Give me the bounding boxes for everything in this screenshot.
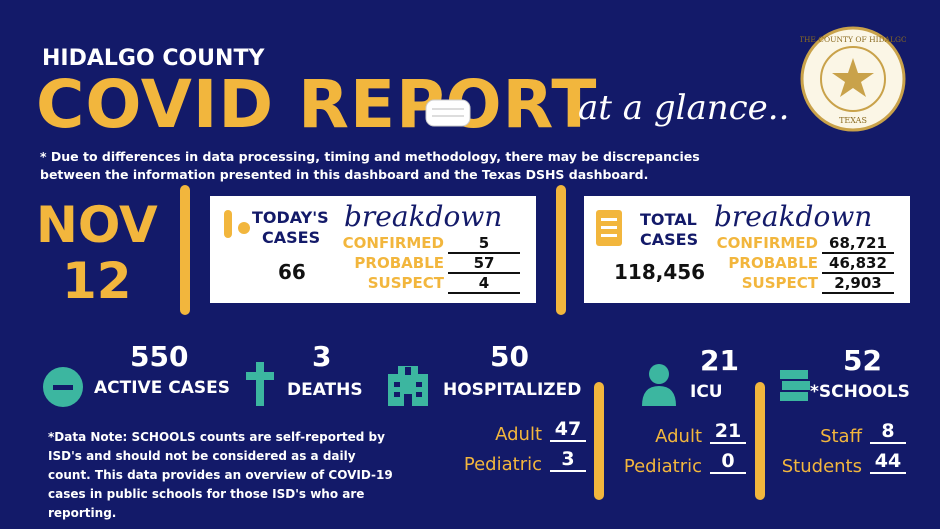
row-label: CONFIRMED (342, 234, 444, 252)
stat-label: DEATHS (287, 380, 363, 400)
total-total: 118,456 (614, 260, 706, 284)
breakdown-row: SUSPECT 4 (210, 274, 536, 295)
row-value: 5 (448, 234, 520, 254)
total-heading: breakdown (714, 200, 873, 233)
row-value: 3 (550, 448, 586, 472)
row-value: 0 (710, 450, 746, 474)
divider (556, 185, 566, 315)
row-label: SUSPECT (741, 274, 818, 292)
hospital-icon (388, 366, 428, 406)
stat-value: 550 (130, 340, 189, 373)
today-label: CASES (262, 228, 321, 247)
row-value: 44 (870, 450, 906, 474)
stat-label: ACTIVE CASES (94, 378, 230, 398)
disclaimer: * Due to differences in data processing,… (40, 149, 700, 182)
icu-breakdown: Adult 21 Pediatric 0 (600, 420, 750, 490)
hospital-breakdown: Adult 47 Pediatric 3 (440, 418, 590, 488)
test-icon (224, 210, 250, 238)
today-heading: breakdown (344, 200, 503, 233)
county: HIDALGO COUNTY (42, 46, 265, 71)
divider (755, 382, 765, 500)
row-label: CONFIRMED (716, 234, 818, 252)
breakdown-row: CONFIRMED 68,721 (584, 234, 910, 255)
seal: THE COUNTY OF HIDALGO TEXAS (800, 26, 906, 132)
total-box: TOTAL CASES breakdown 118,456 CONFIRMED 6… (584, 196, 910, 303)
row-value: 2,903 (822, 274, 894, 294)
row-label: PROBABLE (728, 254, 818, 272)
day: 12 (62, 252, 132, 310)
stat-value: 3 (312, 340, 332, 373)
stat-value: 52 (843, 344, 882, 377)
row-label: Pediatric (463, 454, 542, 475)
row-value: 4 (448, 274, 520, 294)
mask-icon (425, 99, 471, 127)
tagline: at a glance.. (578, 88, 790, 128)
row-value: 21 (710, 420, 746, 444)
today-breakdown: CONFIRMED 5 PROBABLE 57 SUSPECT 4 (210, 234, 536, 298)
month: NOV (36, 196, 158, 254)
seal-top: THE COUNTY OF HIDALGO (800, 35, 906, 44)
active-icon (43, 367, 83, 407)
breakdown-row: PROBABLE 46,832 (584, 254, 910, 275)
stat-label: *SCHOOLS (810, 382, 910, 402)
row-label: Students (781, 456, 862, 477)
stat-value: 21 (700, 344, 739, 377)
stat-label: ICU (690, 382, 723, 402)
icu-icon (642, 364, 676, 406)
row-value: 8 (870, 420, 906, 444)
breakdown-row: CONFIRMED 5 (210, 234, 536, 255)
row-label: SUSPECT (367, 274, 444, 292)
today-total: 66 (278, 260, 306, 284)
row-value: 46,832 (822, 254, 894, 274)
total-label: TOTAL (640, 210, 697, 229)
row-value: 57 (448, 254, 520, 274)
row-label: Pediatric (623, 456, 702, 477)
deaths-icon (246, 362, 274, 406)
note: *Data Note: SCHOOLS counts are self-repo… (48, 430, 393, 520)
stat-value: 50 (490, 340, 529, 373)
today-label: TODAY'S (252, 208, 329, 227)
row-label: PROBABLE (354, 254, 444, 272)
books-icon (780, 370, 810, 401)
stat-label: HOSPITALIZED (443, 380, 582, 400)
seal-bottom: TEXAS (839, 116, 867, 125)
total-breakdown: CONFIRMED 68,721 PROBABLE 46,832 SUSPECT 2,90… (584, 234, 910, 298)
title: COVID REPORT (36, 66, 598, 143)
row-label: Adult (495, 424, 542, 445)
divider (180, 185, 190, 315)
clipboard-icon (596, 210, 622, 246)
divider (594, 382, 604, 500)
row-value: 68,721 (822, 234, 894, 254)
breakdown-row: PROBABLE 57 (210, 254, 536, 275)
row-label: Staff (820, 426, 862, 447)
breakdown-row: SUSPECT 2,903 (584, 274, 910, 295)
total-label: CASES (640, 230, 699, 249)
today-box: TODAY'S CASES breakdown 66 CONFIRMED 5 PRO… (210, 196, 536, 303)
row-value: 47 (550, 418, 586, 442)
row-label: Adult (655, 426, 702, 447)
schools-breakdown: Staff 8 Students 44 (760, 420, 910, 490)
